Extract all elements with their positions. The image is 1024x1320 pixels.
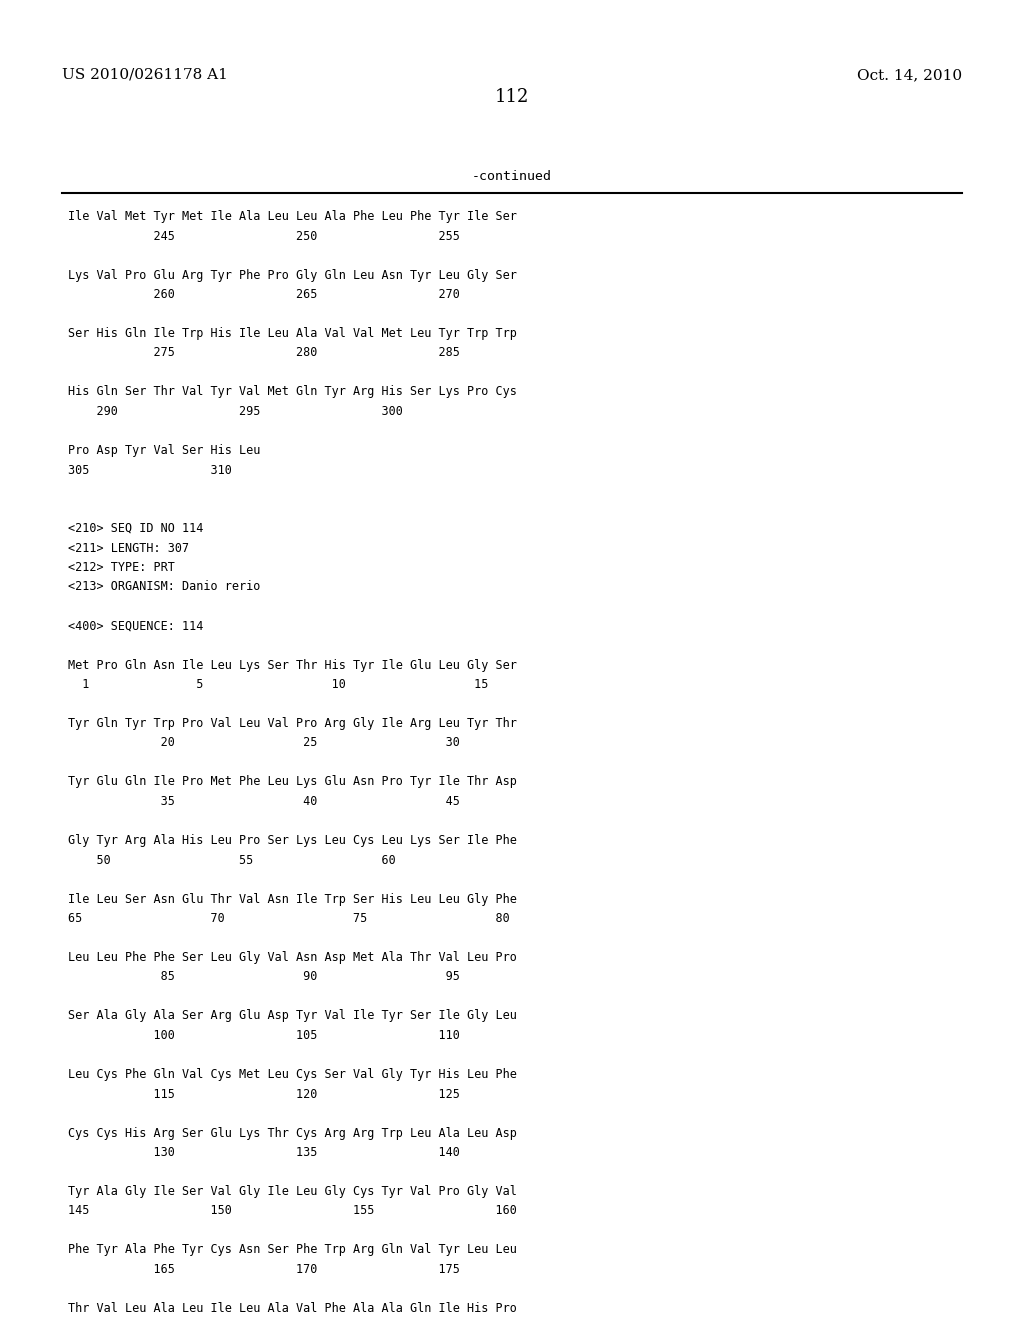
Text: 275                 280                 285: 275 280 285 — [68, 346, 460, 359]
Text: Leu Cys Phe Gln Val Cys Met Leu Cys Ser Val Gly Tyr His Leu Phe: Leu Cys Phe Gln Val Cys Met Leu Cys Ser … — [68, 1068, 517, 1081]
Text: Pro Asp Tyr Val Ser His Leu: Pro Asp Tyr Val Ser His Leu — [68, 444, 260, 457]
Text: Ser His Gln Ile Trp His Ile Leu Ala Val Val Met Leu Tyr Trp Trp: Ser His Gln Ile Trp His Ile Leu Ala Val … — [68, 327, 517, 341]
Text: Phe Tyr Ala Phe Tyr Cys Asn Ser Phe Trp Arg Gln Val Tyr Leu Leu: Phe Tyr Ala Phe Tyr Cys Asn Ser Phe Trp … — [68, 1243, 517, 1257]
Text: 112: 112 — [495, 88, 529, 106]
Text: Thr Val Leu Ala Leu Ile Leu Ala Val Phe Ala Ala Gln Ile His Pro: Thr Val Leu Ala Leu Ile Leu Ala Val Phe … — [68, 1302, 517, 1315]
Text: 165                 170                 175: 165 170 175 — [68, 1263, 460, 1276]
Text: Met Pro Gln Asn Ile Leu Lys Ser Thr His Tyr Ile Glu Leu Gly Ser: Met Pro Gln Asn Ile Leu Lys Ser Thr His … — [68, 659, 517, 672]
Text: <400> SEQUENCE: 114: <400> SEQUENCE: 114 — [68, 619, 204, 632]
Text: Ile Leu Ser Asn Glu Thr Val Asn Ile Trp Ser His Leu Leu Gly Phe: Ile Leu Ser Asn Glu Thr Val Asn Ile Trp … — [68, 892, 517, 906]
Text: Cys Cys His Arg Ser Glu Lys Thr Cys Arg Arg Trp Leu Ala Leu Asp: Cys Cys His Arg Ser Glu Lys Thr Cys Arg … — [68, 1126, 517, 1139]
Text: <212> TYPE: PRT: <212> TYPE: PRT — [68, 561, 175, 574]
Text: 50                  55                  60: 50 55 60 — [68, 854, 395, 866]
Text: Lys Val Pro Glu Arg Tyr Phe Pro Gly Gln Leu Asn Tyr Leu Gly Ser: Lys Val Pro Glu Arg Tyr Phe Pro Gly Gln … — [68, 268, 517, 281]
Text: 1               5                  10                  15: 1 5 10 15 — [68, 678, 488, 690]
Text: 130                 135                 140: 130 135 140 — [68, 1146, 460, 1159]
Text: -continued: -continued — [472, 170, 552, 183]
Text: 20                  25                  30: 20 25 30 — [68, 737, 460, 750]
Text: 145                 150                 155                 160: 145 150 155 160 — [68, 1204, 517, 1217]
Text: Tyr Ala Gly Ile Ser Val Gly Ile Leu Gly Cys Tyr Val Pro Gly Val: Tyr Ala Gly Ile Ser Val Gly Ile Leu Gly … — [68, 1185, 517, 1199]
Text: <213> ORGANISM: Danio rerio: <213> ORGANISM: Danio rerio — [68, 581, 260, 594]
Text: <211> LENGTH: 307: <211> LENGTH: 307 — [68, 541, 189, 554]
Text: 85                  90                  95: 85 90 95 — [68, 970, 460, 983]
Text: 100                 105                 110: 100 105 110 — [68, 1030, 460, 1041]
Text: His Gln Ser Thr Val Tyr Val Met Gln Tyr Arg His Ser Lys Pro Cys: His Gln Ser Thr Val Tyr Val Met Gln Tyr … — [68, 385, 517, 399]
Text: Gly Tyr Arg Ala His Leu Pro Ser Lys Leu Cys Leu Lys Ser Ile Phe: Gly Tyr Arg Ala His Leu Pro Ser Lys Leu … — [68, 834, 517, 847]
Text: Oct. 14, 2010: Oct. 14, 2010 — [857, 69, 962, 82]
Text: 260                 265                 270: 260 265 270 — [68, 288, 460, 301]
Text: Ile Val Met Tyr Met Ile Ala Leu Leu Ala Phe Leu Phe Tyr Ile Ser: Ile Val Met Tyr Met Ile Ala Leu Leu Ala … — [68, 210, 517, 223]
Text: Ser Ala Gly Ala Ser Arg Glu Asp Tyr Val Ile Tyr Ser Ile Gly Leu: Ser Ala Gly Ala Ser Arg Glu Asp Tyr Val … — [68, 1010, 517, 1023]
Text: 65                  70                  75                  80: 65 70 75 80 — [68, 912, 510, 925]
Text: 245                 250                 255: 245 250 255 — [68, 230, 460, 243]
Text: 305                 310: 305 310 — [68, 463, 231, 477]
Text: 115                 120                 125: 115 120 125 — [68, 1088, 460, 1101]
Text: US 2010/0261178 A1: US 2010/0261178 A1 — [62, 69, 228, 82]
Text: <210> SEQ ID NO 114: <210> SEQ ID NO 114 — [68, 521, 204, 535]
Text: Leu Leu Phe Phe Ser Leu Gly Val Asn Asp Met Ala Thr Val Leu Pro: Leu Leu Phe Phe Ser Leu Gly Val Asn Asp … — [68, 950, 517, 964]
Text: Tyr Glu Gln Ile Pro Met Phe Leu Lys Glu Asn Pro Tyr Ile Thr Asp: Tyr Glu Gln Ile Pro Met Phe Leu Lys Glu … — [68, 776, 517, 788]
Text: Tyr Gln Tyr Trp Pro Val Leu Val Pro Arg Gly Ile Arg Leu Tyr Thr: Tyr Gln Tyr Trp Pro Val Leu Val Pro Arg … — [68, 717, 517, 730]
Text: 35                  40                  45: 35 40 45 — [68, 795, 460, 808]
Text: 290                 295                 300: 290 295 300 — [68, 405, 402, 418]
